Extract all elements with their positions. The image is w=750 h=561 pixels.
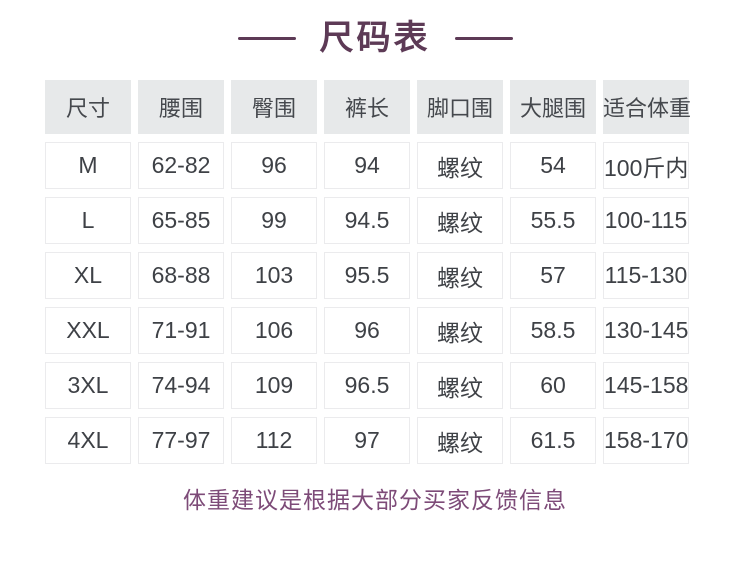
value-cell: 94.5	[324, 197, 410, 244]
value-cell: 96	[324, 307, 410, 354]
size-cell: XXL	[45, 307, 131, 354]
value-cell: 95.5	[324, 252, 410, 299]
value-cell: 115-130	[603, 252, 689, 299]
title-dash-right	[454, 36, 513, 40]
value-cell: 100-115	[603, 197, 689, 244]
title-bar: 尺码表	[0, 0, 750, 60]
value-cell: 109	[231, 362, 317, 409]
value-cell: 螺纹	[417, 197, 503, 244]
value-cell: 99	[231, 197, 317, 244]
value-cell: 68-88	[138, 252, 224, 299]
value-cell: 螺纹	[417, 142, 503, 189]
column-header-3: 臀围	[231, 80, 317, 134]
column-header-2: 腰围	[138, 80, 224, 134]
footer-note: 体重建议是根据大部分买家反馈信息	[183, 487, 567, 513]
table-row: XXL 71-91 106 96 螺纹 58.5 130-145	[45, 307, 689, 354]
title-dash-left	[237, 36, 296, 40]
value-cell: 97	[324, 417, 410, 464]
size-cell: M	[45, 142, 131, 189]
size-cell: XL	[45, 252, 131, 299]
value-cell: 螺纹	[417, 417, 503, 464]
column-header-4: 裤长	[324, 80, 410, 134]
column-header-5: 脚口围	[417, 80, 503, 134]
column-header-1: 尺寸	[45, 80, 131, 134]
table-row: 3XL 74-94 109 96.5 螺纹 60 145-158	[45, 362, 689, 409]
value-cell: 54	[510, 142, 596, 189]
value-cell: 74-94	[138, 362, 224, 409]
value-cell: 螺纹	[417, 307, 503, 354]
value-cell: 106	[231, 307, 317, 354]
value-cell: 94	[324, 142, 410, 189]
value-cell: 96	[231, 142, 317, 189]
value-cell: 112	[231, 417, 317, 464]
value-cell: 螺纹	[417, 362, 503, 409]
value-cell: 145-158	[603, 362, 689, 409]
value-cell: 100斤内	[603, 142, 689, 189]
value-cell: 71-91	[138, 307, 224, 354]
size-cell: L	[45, 197, 131, 244]
table-row: 4XL 77-97 112 97 螺纹 61.5 158-170	[45, 417, 689, 464]
value-cell: 62-82	[138, 142, 224, 189]
value-cell: 57	[510, 252, 596, 299]
value-cell: 65-85	[138, 197, 224, 244]
value-cell: 103	[231, 252, 317, 299]
value-cell: 螺纹	[417, 252, 503, 299]
table-row: XL 68-88 103 95.5 螺纹 57 115-130	[45, 252, 689, 299]
table-row: L 65-85 99 94.5 螺纹 55.5 100-115	[45, 197, 689, 244]
value-cell: 58.5	[510, 307, 596, 354]
value-cell: 61.5	[510, 417, 596, 464]
size-chart-table: 尺寸 腰围 臀围 裤长 脚口围 大腿围 适合体重 M 62-82 96 94 螺纹 54 100斤内 L 6…	[38, 72, 696, 472]
value-cell: 77-97	[138, 417, 224, 464]
page-title: 尺码表	[319, 19, 431, 57]
size-chart-header: 尺寸 腰围 臀围 裤长 脚口围 大腿围 适合体重	[45, 80, 691, 134]
column-header-7: 适合体重	[603, 80, 691, 134]
column-header-6: 大腿围	[510, 80, 596, 134]
size-cell: 4XL	[45, 417, 131, 464]
table-row: M 62-82 96 94 螺纹 54 100斤内	[45, 142, 689, 189]
size-chart-body: M 62-82 96 94 螺纹 54 100斤内 L 65-85 99 94.5 螺纹 55.5 100…	[45, 142, 689, 464]
size-cell: 3XL	[45, 362, 131, 409]
value-cell: 60	[510, 362, 596, 409]
value-cell: 55.5	[510, 197, 596, 244]
value-cell: 96.5	[324, 362, 410, 409]
value-cell: 158-170	[603, 417, 689, 464]
header-row: 尺寸 腰围 臀围 裤长 脚口围 大腿围 适合体重	[45, 80, 691, 134]
value-cell: 130-145	[603, 307, 689, 354]
